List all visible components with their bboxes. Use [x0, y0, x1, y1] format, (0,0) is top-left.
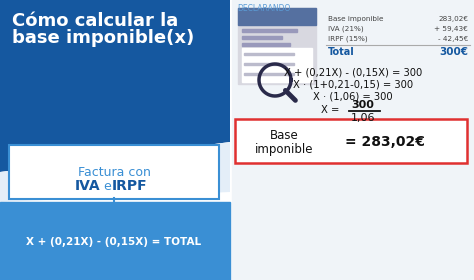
Text: + 59,43€: + 59,43€	[434, 26, 468, 32]
Text: - 42,45€: - 42,45€	[438, 36, 468, 42]
Text: e: e	[103, 179, 111, 193]
Text: Total: Total	[328, 47, 355, 57]
Polygon shape	[0, 0, 230, 172]
Polygon shape	[0, 142, 230, 202]
Bar	[232, 0, 474, 280]
Text: base imponible(x): base imponible(x)	[12, 29, 194, 47]
Text: X + (0,21X) - (0,15X) = 300: X + (0,21X) - (0,15X) = 300	[284, 67, 422, 77]
Bar	[242, 43, 290, 46]
FancyBboxPatch shape	[9, 145, 219, 199]
Text: IVA (21%): IVA (21%)	[328, 26, 364, 32]
Text: DECLARANDO: DECLARANDO	[237, 4, 291, 13]
Text: Factura con: Factura con	[78, 165, 150, 179]
FancyBboxPatch shape	[235, 119, 467, 163]
Text: Base: Base	[270, 129, 298, 141]
Text: X · (1,06) = 300: X · (1,06) = 300	[313, 91, 393, 101]
Bar	[242, 48, 312, 82]
Text: IRPF (15%): IRPF (15%)	[328, 36, 368, 42]
Text: X =: X =	[321, 105, 339, 115]
Text: 300€: 300€	[439, 47, 468, 57]
Text: IVA: IVA	[75, 179, 101, 193]
Text: 300: 300	[352, 100, 374, 110]
Text: = 283,02€: = 283,02€	[345, 135, 425, 149]
Bar	[242, 36, 282, 39]
Bar	[238, 8, 316, 25]
Bar	[244, 62, 294, 65]
Bar	[238, 8, 316, 84]
Text: imponible: imponible	[255, 143, 313, 155]
Bar	[0, 202, 230, 280]
Text: 1,06: 1,06	[351, 113, 375, 123]
Bar	[244, 73, 294, 75]
Text: Cómo calcular la: Cómo calcular la	[12, 12, 178, 30]
Bar	[244, 53, 294, 55]
Text: X + (0,21X) - (0,15X) = TOTAL: X + (0,21X) - (0,15X) = TOTAL	[27, 237, 201, 247]
Text: X · (1+0,21-0,15) = 300: X · (1+0,21-0,15) = 300	[293, 79, 413, 89]
Bar	[242, 29, 297, 32]
Text: Base imponible: Base imponible	[328, 16, 383, 22]
Text: IRPF: IRPF	[112, 179, 148, 193]
Text: 283,02€: 283,02€	[438, 16, 468, 22]
